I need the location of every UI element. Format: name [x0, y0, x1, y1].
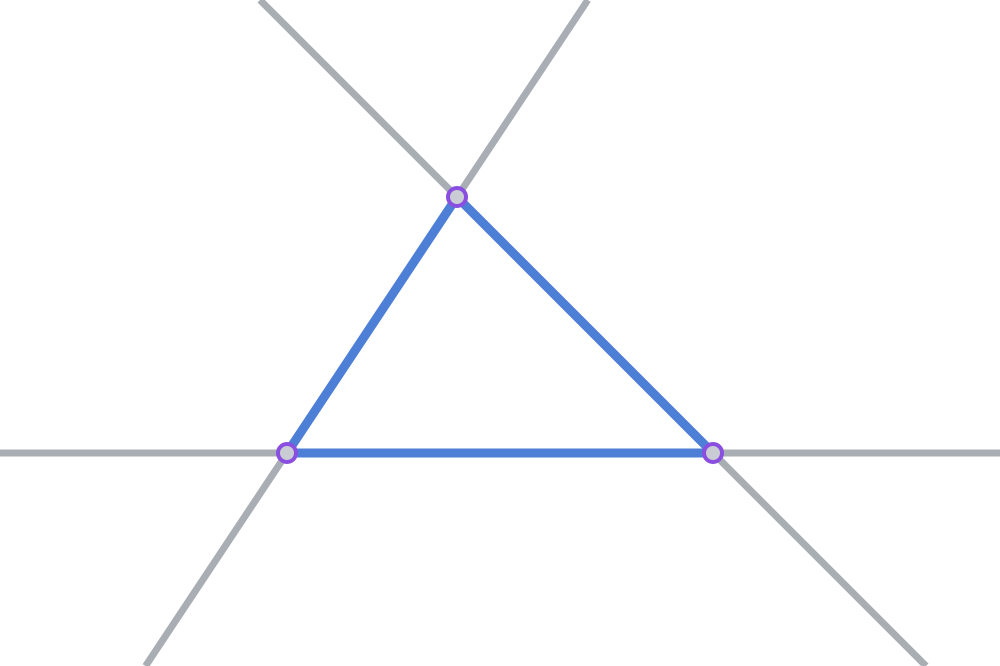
triangle-edge-AB [282, 192, 462, 458]
vertex-A[interactable] [276, 442, 298, 464]
vertex-C[interactable] [702, 442, 724, 464]
vertex-B[interactable] [446, 186, 468, 208]
triangle-edge-BC [452, 192, 718, 458]
triangle-edges [282, 192, 718, 458]
triangle-vertices [276, 186, 724, 464]
